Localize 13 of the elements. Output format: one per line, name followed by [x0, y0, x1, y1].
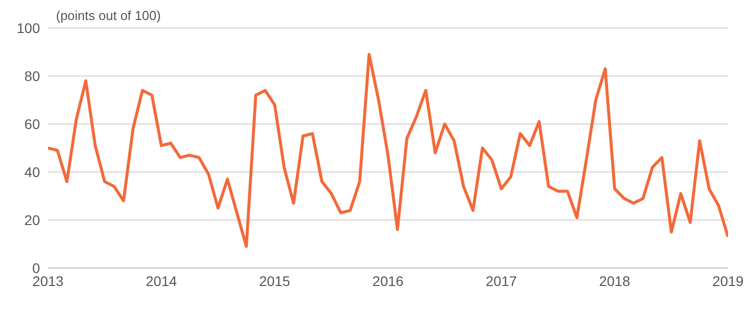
y-tick-label: 40 — [24, 164, 40, 180]
x-tick-label: 2018 — [599, 272, 630, 289]
line-series — [48, 52, 728, 248]
y-tick-label: 20 — [24, 212, 40, 228]
y-tick-label: 80 — [24, 68, 40, 84]
x-tick-label: 2015 — [259, 272, 290, 289]
x-tick-label: 2019 — [712, 272, 744, 289]
x-tick-label: 2014 — [146, 272, 178, 289]
y-tick-label: 60 — [24, 116, 40, 132]
x-tick-label: 2016 — [372, 272, 404, 289]
y-tick-label: 100 — [16, 20, 40, 36]
y-axis-title: (points out of 100) — [56, 8, 161, 23]
x-tick-label: 2017 — [486, 272, 518, 289]
